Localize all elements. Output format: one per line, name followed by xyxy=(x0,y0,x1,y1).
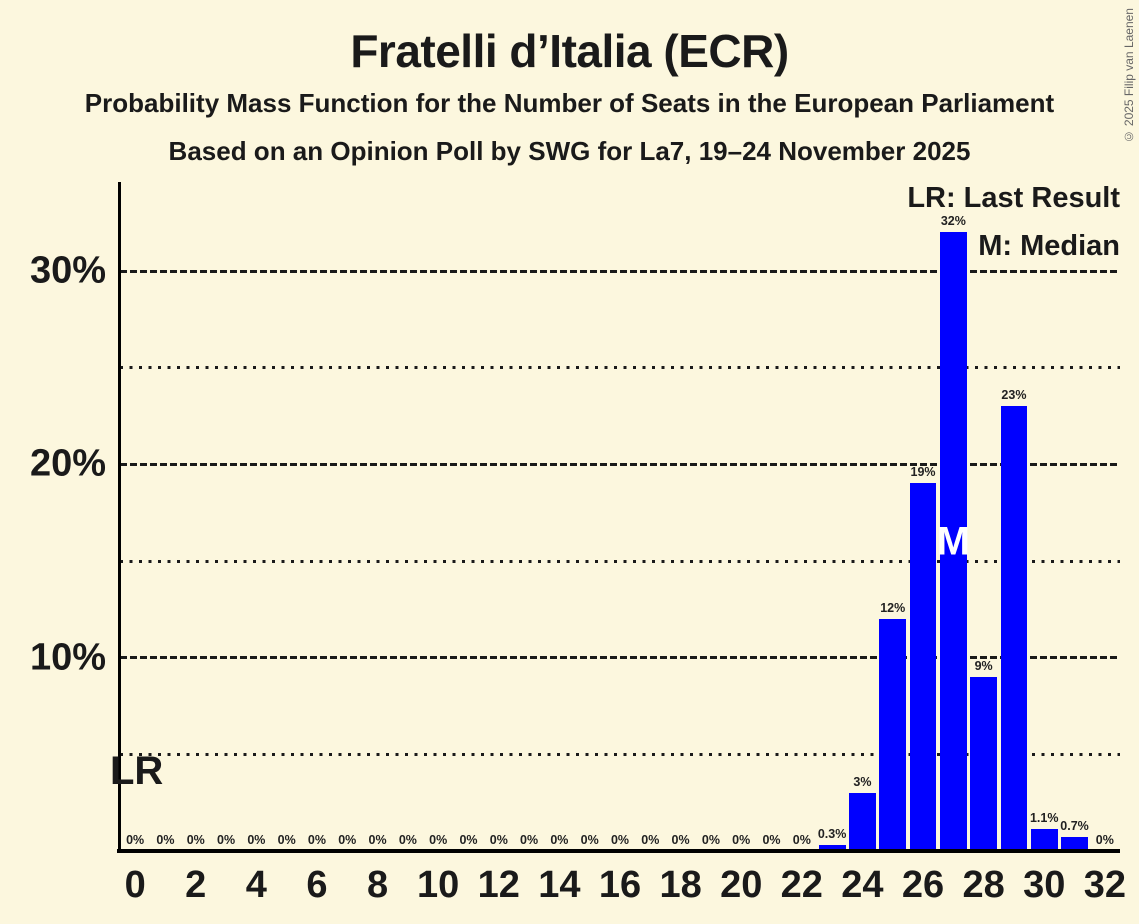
chart-subtitle: Probability Mass Function for the Number… xyxy=(84,88,1055,118)
bar-label-seat-24: 3% xyxy=(853,774,872,789)
bar-label-seat-26: 19% xyxy=(910,465,936,480)
bar-label-seat-10: 0% xyxy=(429,832,448,847)
bar-seat-31 xyxy=(1061,836,1088,851)
x-tick-label-26: 26 xyxy=(901,864,945,906)
bar-label-seat-11: 0% xyxy=(459,832,478,847)
gridline-minor-25 xyxy=(120,366,1120,370)
x-axis-line xyxy=(117,849,1120,853)
y-tick-label-20: 20% xyxy=(29,442,106,485)
last-result-marker: LR xyxy=(110,749,164,793)
bar-label-seat-16: 0% xyxy=(610,832,630,847)
x-tick-label-12: 12 xyxy=(477,864,520,906)
x-tick-label-4: 4 xyxy=(245,864,267,906)
bar-label-seat-23: 0.3% xyxy=(817,826,847,841)
bar-label-seat-7: 0% xyxy=(338,832,357,847)
x-tick-label-28: 28 xyxy=(962,864,1005,906)
bar-seat-29 xyxy=(1000,405,1028,851)
x-tick-label-16: 16 xyxy=(598,864,642,906)
x-tick-label-32: 32 xyxy=(1083,864,1126,906)
bar-label-seat-1: 0% xyxy=(156,832,175,847)
bar-label-seat-9: 0% xyxy=(398,832,417,847)
y-tick-label-10: 10% xyxy=(29,636,106,679)
bar-label-seat-29: 23% xyxy=(1001,387,1027,402)
bar-label-seat-20: 0% xyxy=(732,832,751,847)
x-tick-label-22: 22 xyxy=(780,864,823,906)
bar-seat-30 xyxy=(1030,829,1058,851)
bar-seat-28 xyxy=(970,676,998,851)
bar-label-seat-25: 12% xyxy=(880,600,906,615)
legend-last-result: LR: Last Result xyxy=(907,182,1120,214)
bar-seat-23 xyxy=(818,844,846,851)
poll-source-line: Based on an Opinion Poll by SWG for La7,… xyxy=(168,136,971,166)
bar-label-seat-17: 0% xyxy=(641,832,660,847)
gridline-minor-15 xyxy=(120,559,1120,563)
x-tick-label-20: 20 xyxy=(720,864,763,906)
x-tick-label-6: 6 xyxy=(306,864,328,906)
bar-label-seat-12: 0% xyxy=(489,832,508,847)
bar-label-seat-5: 0% xyxy=(277,832,296,847)
bar-label-seat-28: 9% xyxy=(974,658,993,673)
gridline-minor-5 xyxy=(120,752,1120,756)
median-marker: M xyxy=(936,519,970,564)
x-tick-label-8: 8 xyxy=(366,864,389,906)
bar-seat-27 xyxy=(939,231,967,851)
x-tick-label-18: 18 xyxy=(659,864,702,906)
bar-label-seat-0: 0% xyxy=(126,832,145,847)
gridline-major-30 xyxy=(120,269,1120,273)
x-tick-label-0: 0 xyxy=(124,864,146,906)
bar-seat-26 xyxy=(909,483,937,851)
bar-label-seat-31: 0.7% xyxy=(1060,818,1089,833)
y-tick-label-30: 30% xyxy=(29,249,106,292)
bar-label-seat-4: 0% xyxy=(247,832,266,847)
bar-label-seat-15: 0% xyxy=(580,832,599,847)
bar-seat-25 xyxy=(879,618,907,851)
bar-seat-24 xyxy=(849,792,876,851)
bar-label-seat-21: 0% xyxy=(762,832,781,847)
bar-label-seat-3: 0% xyxy=(217,832,236,847)
bar-label-seat-14: 0% xyxy=(550,832,569,847)
bar-label-seat-6: 0% xyxy=(307,832,327,847)
x-tick-label-24: 24 xyxy=(841,864,884,906)
bar-label-seat-13: 0% xyxy=(520,832,539,847)
x-tick-label-30: 30 xyxy=(1023,864,1066,906)
bar-label-seat-30: 1.1% xyxy=(1029,811,1059,826)
bar-label-seat-27: 32% xyxy=(940,213,966,228)
bar-label-seat-19: 0% xyxy=(701,832,720,847)
gridline-major-10 xyxy=(120,656,1120,660)
chart-title: Fratelli d’Italia (ECR) xyxy=(350,25,789,77)
bar-label-seat-32: 0% xyxy=(1095,832,1114,847)
legend-median: M: Median xyxy=(978,230,1120,262)
y-axis-line xyxy=(118,182,121,853)
bar-label-seat-8: 0% xyxy=(368,832,387,847)
bar-label-seat-22: 0% xyxy=(792,832,811,847)
x-tick-label-2: 2 xyxy=(185,864,207,906)
x-tick-label-14: 14 xyxy=(538,864,581,906)
bar-label-seat-2: 0% xyxy=(186,832,205,847)
gridline-major-20 xyxy=(120,462,1120,466)
bar-label-seat-18: 0% xyxy=(671,832,690,847)
copyright-notice: © 2025 Filip van Laenen xyxy=(1122,8,1136,144)
x-tick-label-10: 10 xyxy=(417,864,460,906)
